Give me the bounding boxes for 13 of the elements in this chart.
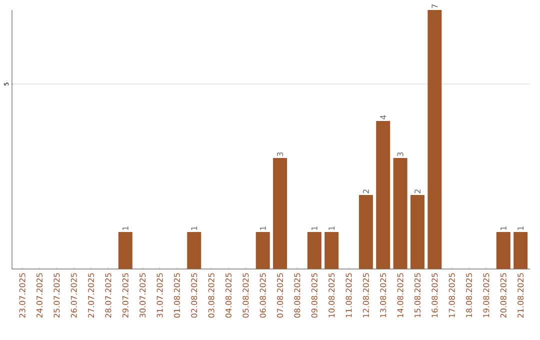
bar — [118, 232, 132, 269]
bar — [324, 232, 339, 269]
bar — [393, 158, 408, 269]
bar — [496, 232, 510, 269]
bar — [428, 10, 442, 269]
bar — [410, 195, 424, 269]
bar — [307, 232, 322, 269]
bar — [187, 232, 202, 269]
bar — [273, 158, 288, 269]
bar — [514, 232, 528, 269]
bar — [358, 195, 373, 269]
bar — [376, 121, 390, 269]
bar — [256, 232, 270, 269]
